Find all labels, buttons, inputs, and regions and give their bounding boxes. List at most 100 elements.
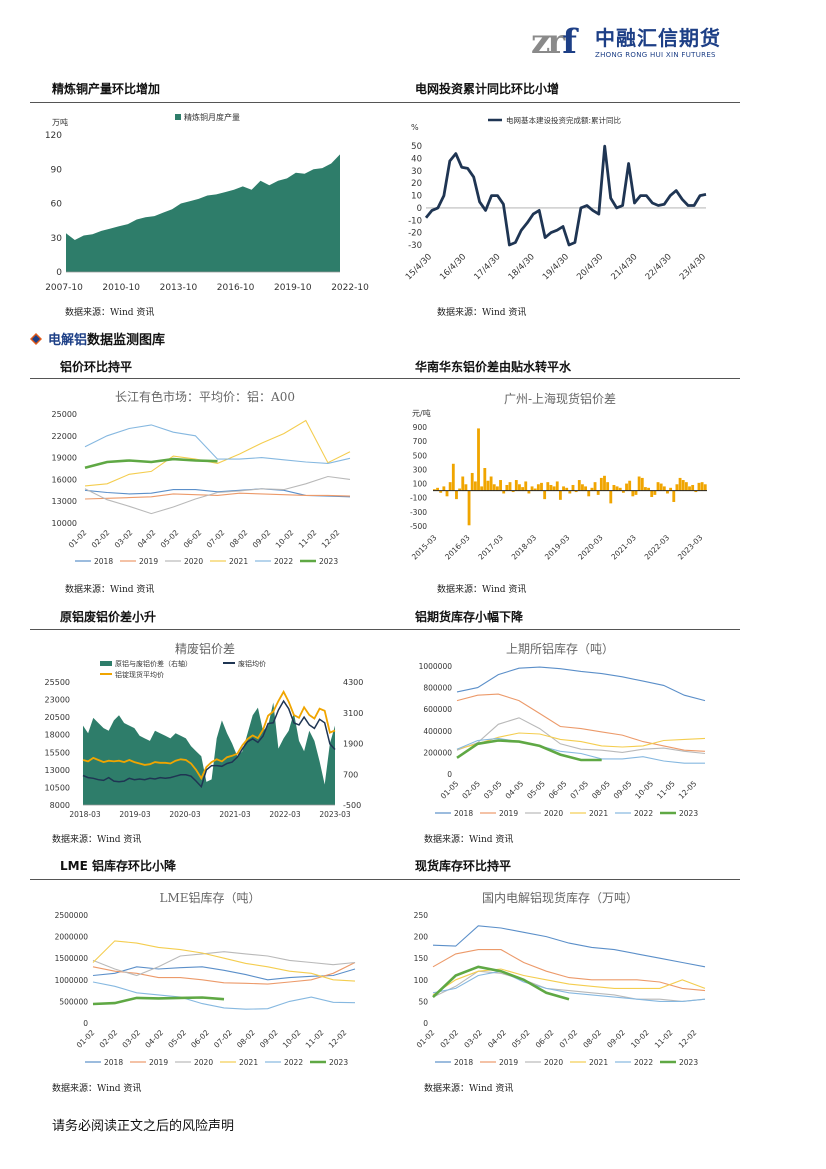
y-tick-label: 300 xyxy=(413,465,428,474)
spread-bar xyxy=(480,486,484,491)
x-tick-label: 2013-10 xyxy=(160,283,198,293)
spread-bar xyxy=(577,480,581,491)
y-tick-label: -20 xyxy=(408,229,422,239)
y-axis-unit: % xyxy=(411,123,419,132)
spread-bar xyxy=(486,480,490,491)
logo-mark: zrf xyxy=(531,22,577,62)
spread-bar xyxy=(499,480,502,491)
spread-bar xyxy=(653,490,657,495)
y-tick-label: 30 xyxy=(51,234,63,244)
chart-title-regional-spread: 华南华东铝价差由贴水转平水 xyxy=(415,360,572,374)
source-note: 数据来源：Wind 资讯 xyxy=(437,585,527,595)
x-tick-label: 16/4/30 xyxy=(438,252,468,282)
y-tick-label: 50 xyxy=(418,997,428,1006)
x-tick-label: 11-05 xyxy=(655,779,677,801)
chart-grid-investment: % -30 -20 -10 0 10 20 30 40 50 电网基本建设投资完成额:累计同比 15/… xyxy=(404,115,708,282)
legend-swatch xyxy=(100,661,112,666)
x-tick-label: 08-05 xyxy=(590,779,612,801)
series-line-scrap-price xyxy=(82,699,336,789)
legend-label: 2023 xyxy=(679,1058,698,1067)
spread-bar xyxy=(703,484,707,491)
spread-bar xyxy=(618,487,622,491)
y-tick-label: 0 xyxy=(83,1019,88,1028)
x-tick-label: 08-02 xyxy=(581,1028,603,1050)
x-tick-label: 05-02 xyxy=(159,528,181,550)
legend-label: 2019 xyxy=(499,809,518,818)
x-tick-label: 04-05 xyxy=(504,779,526,801)
y-tick-label: 500 xyxy=(413,451,428,460)
spread-bar xyxy=(631,490,635,497)
x-tick-label: 15/4/30 xyxy=(404,252,434,282)
y-tick-label: 25000 xyxy=(52,410,77,419)
y-tick-label: -500 xyxy=(410,522,427,531)
spread-bar xyxy=(508,482,512,491)
spread-bar xyxy=(464,484,468,491)
y-tick-label: 600000 xyxy=(423,705,452,714)
chart-lme-inventory: LME铝库存（吨） 0 500000 1000000 1500000 2000000 250… xyxy=(55,890,356,1067)
spread-bar xyxy=(647,487,650,491)
spread-bar xyxy=(489,476,493,491)
y-tick-label: 13000 xyxy=(45,766,70,775)
spread-bar xyxy=(433,489,436,491)
y-tick-label: 18000 xyxy=(45,731,70,740)
series-line-2019 xyxy=(84,492,351,500)
y-tick-label: 10500 xyxy=(45,783,70,792)
spread-bar xyxy=(458,488,462,491)
x-tick-label: 03-02 xyxy=(120,1028,142,1050)
spread-bar xyxy=(599,477,603,491)
legend-label: 2019 xyxy=(139,557,158,566)
spread-bar xyxy=(530,486,534,491)
spread-bar xyxy=(549,484,553,491)
spread-bar xyxy=(587,490,591,497)
spread-bar xyxy=(574,490,578,493)
spread-bar xyxy=(467,490,471,526)
series-line-2021 xyxy=(92,940,356,982)
spread-bar xyxy=(678,477,682,491)
spread-bar xyxy=(656,482,660,491)
spread-bar xyxy=(552,486,556,491)
spread-bar xyxy=(684,482,688,491)
series-line-2020 xyxy=(456,717,706,755)
source-note: 数据来源：Wind 资讯 xyxy=(65,585,155,595)
legend-label: 废铝均价 xyxy=(238,659,266,668)
spread-bar xyxy=(615,486,619,491)
spread-bar xyxy=(518,484,521,491)
legend-label: 2022 xyxy=(634,809,653,818)
spread-bar xyxy=(439,490,443,493)
y-tick-label: -500 xyxy=(343,801,361,810)
y-tick-label: 100 xyxy=(414,976,429,985)
legend-label: 2023 xyxy=(329,1058,348,1067)
spread-bar xyxy=(634,490,638,495)
legend-label: 2022 xyxy=(634,1058,653,1067)
x-tick-label: 08-02 xyxy=(228,528,250,550)
chart-scrap-spread: 精废铝价差 8000 10500 13000 15500 18000 20500 23000 2… xyxy=(45,641,363,819)
legend-label: 2023 xyxy=(679,809,698,818)
spread-bar xyxy=(436,487,439,491)
spread-bar xyxy=(511,490,515,493)
spread-bar xyxy=(521,487,525,491)
spread-bar xyxy=(527,490,531,494)
legend-label: 2018 xyxy=(454,1058,473,1067)
y-tick-label: 150 xyxy=(414,954,429,963)
y-tick-label: 19000 xyxy=(52,454,77,463)
y-tick-label: 13000 xyxy=(52,497,77,506)
y-tick-label: 1000000 xyxy=(55,976,89,985)
series-line-2018 xyxy=(92,966,356,981)
y-tick-label: 2500000 xyxy=(55,911,89,920)
y-tick-label: 1500000 xyxy=(55,954,89,963)
series-line-2023 xyxy=(456,739,602,762)
y-tick-label: 23000 xyxy=(45,696,70,705)
spread-bar xyxy=(470,472,474,491)
spread-bar xyxy=(650,490,654,498)
y-tick-label: 200000 xyxy=(423,748,452,757)
legend-label: 2021 xyxy=(589,809,608,818)
series-line-2020 xyxy=(84,475,351,515)
y-tick-label: -10 xyxy=(408,216,422,226)
source-note: 数据来源：Wind 资讯 xyxy=(52,1084,142,1094)
legend-swatch xyxy=(175,114,181,120)
source-note: 数据来源：Wind 资讯 xyxy=(52,835,142,845)
spread-bar xyxy=(628,480,632,491)
legend-label: 精炼铜月度产量 xyxy=(184,112,240,122)
x-tick-label: 04-02 xyxy=(136,528,158,550)
spread-bar xyxy=(666,490,669,494)
